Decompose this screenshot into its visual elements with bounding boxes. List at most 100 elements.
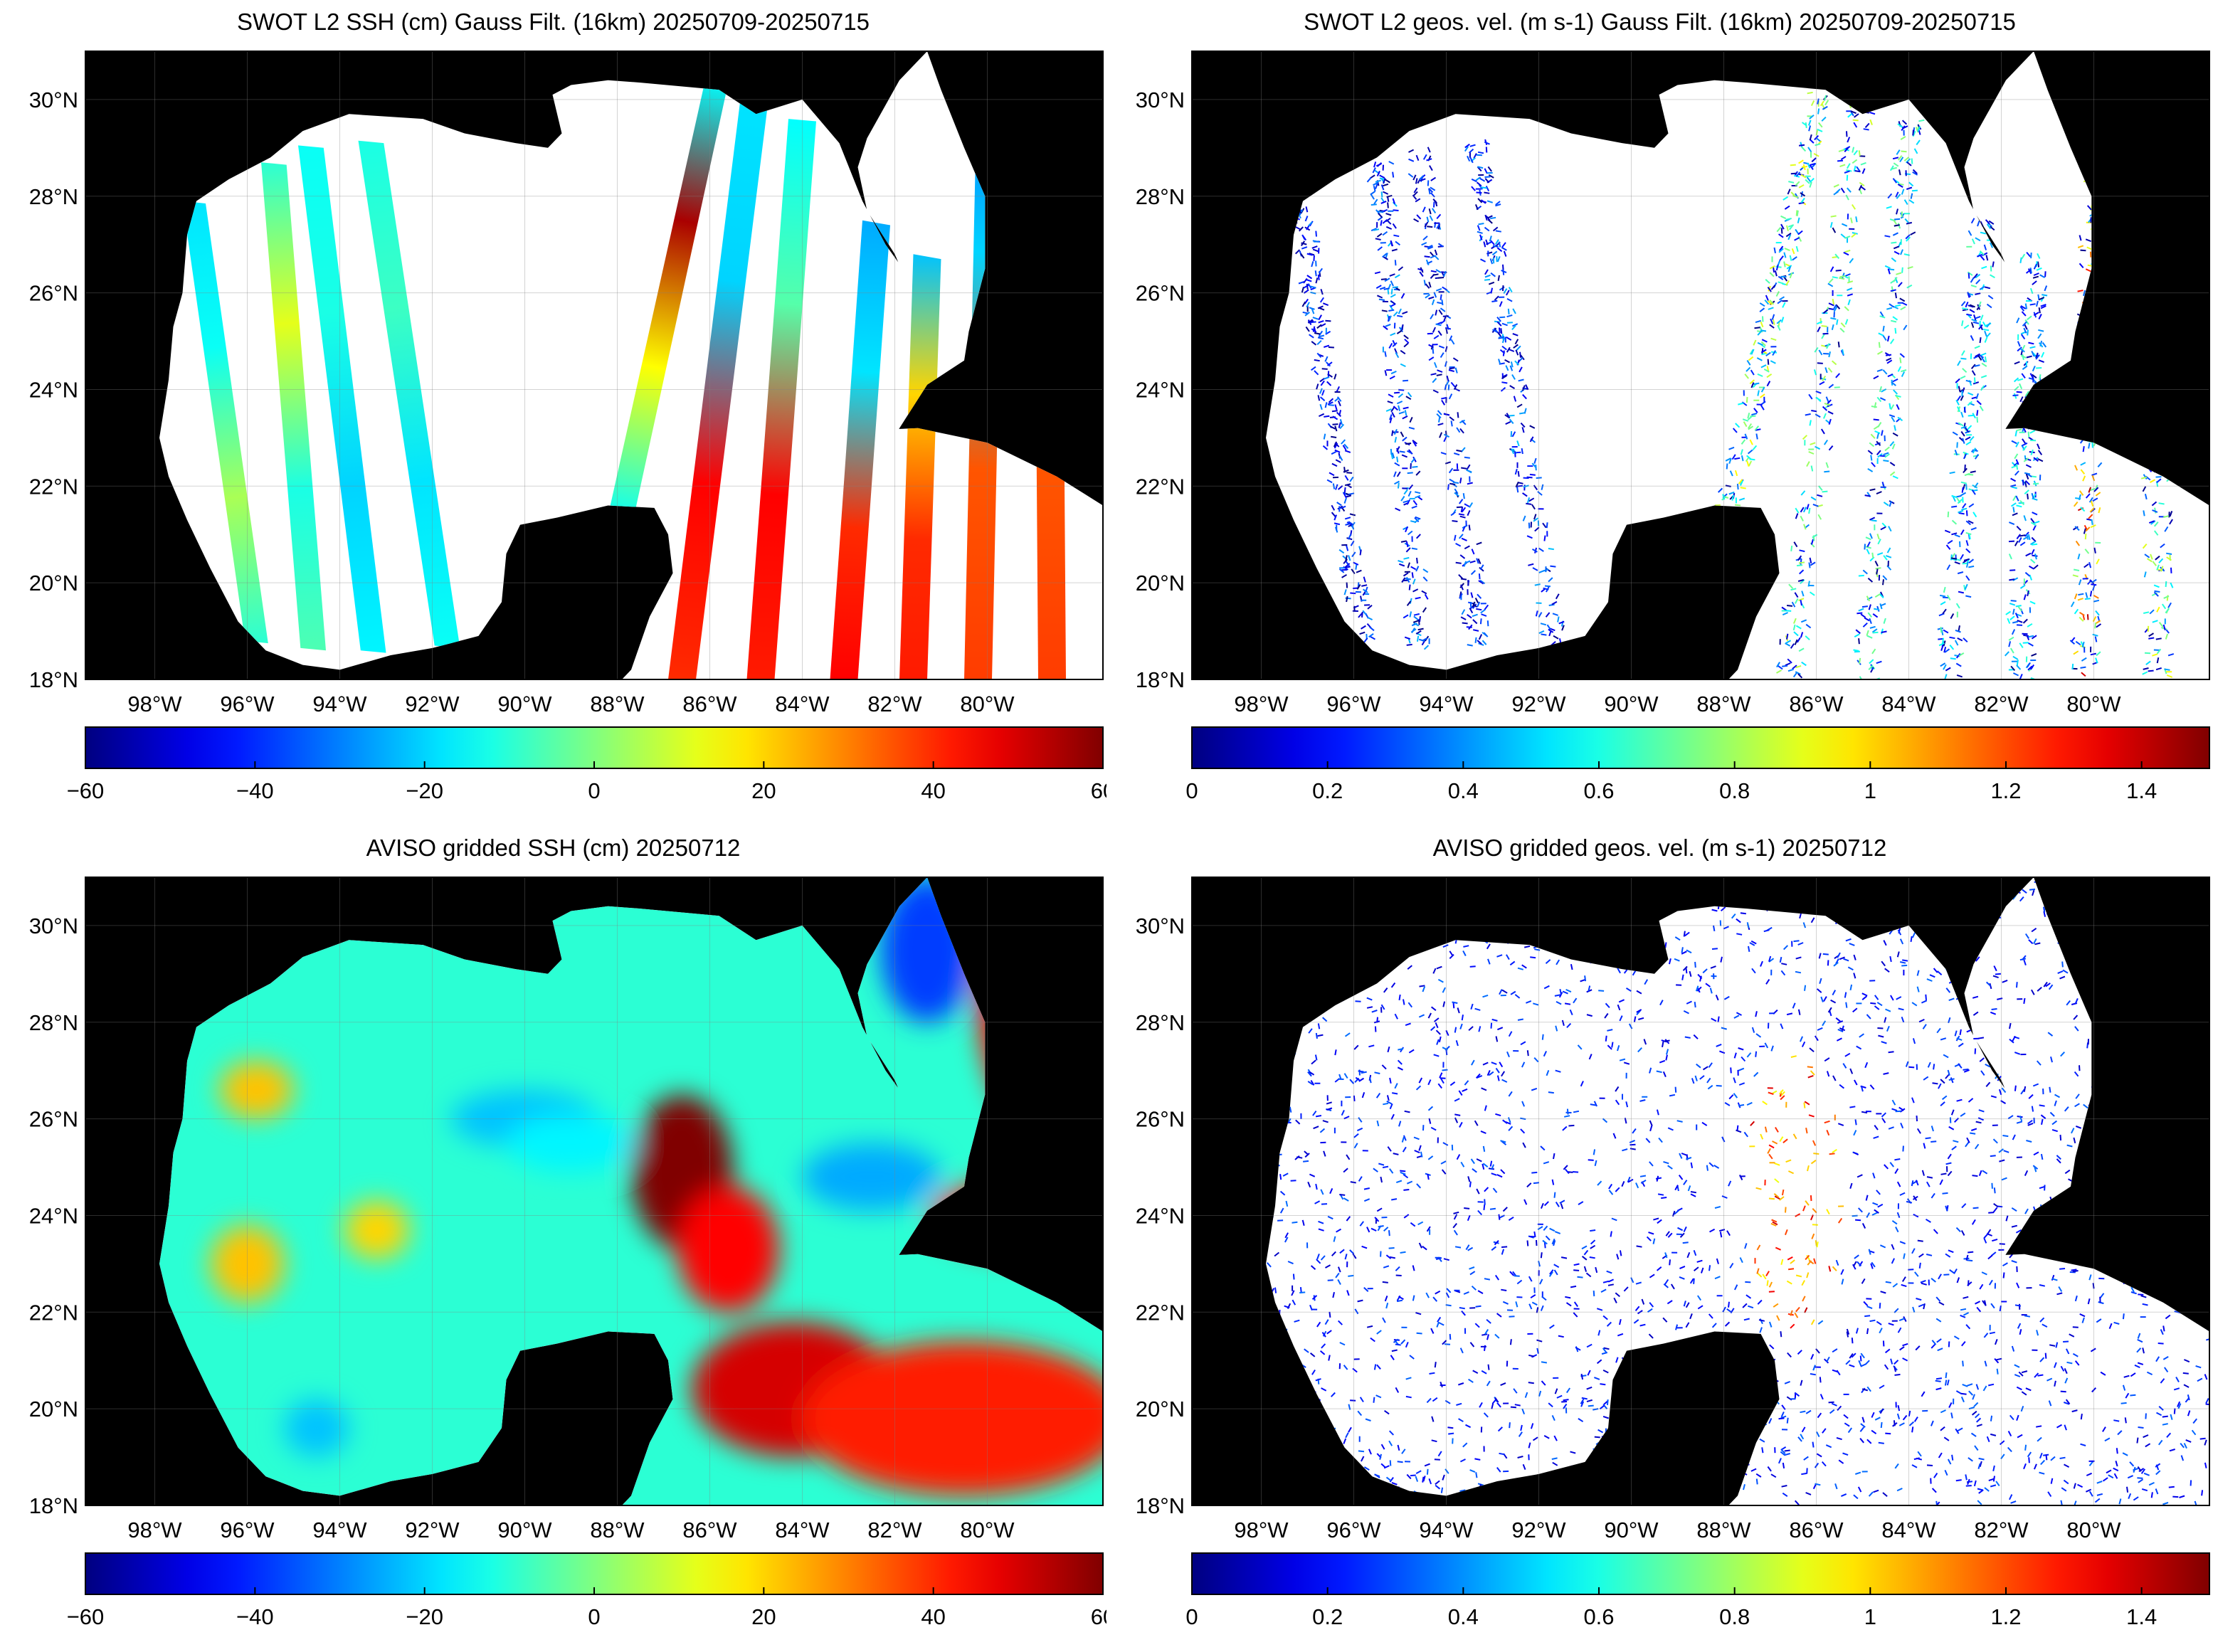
velocity-arrow xyxy=(1806,1254,1810,1261)
velocity-arrow xyxy=(1543,1242,1546,1249)
lon-tick-label: 92°W xyxy=(405,692,460,716)
velocity-arrow xyxy=(1384,1409,1390,1415)
velocity-arrow xyxy=(1588,1054,1593,1060)
velocity-arrow xyxy=(1844,235,1851,239)
velocity-arrow xyxy=(2025,552,2032,557)
velocity-arrow xyxy=(1381,309,1388,312)
velocity-arrow xyxy=(2155,667,2162,671)
velocity-arrow xyxy=(1324,376,1330,380)
velocity-arrow xyxy=(2148,520,2155,524)
velocity-arrow xyxy=(1486,215,1491,221)
velocity-arrow xyxy=(1445,1029,1449,1037)
velocity-arrow xyxy=(1388,343,1393,349)
velocity-arrow xyxy=(1892,378,1898,383)
velocity-arrow xyxy=(2091,475,2096,482)
velocity-arrow xyxy=(1435,309,1438,316)
velocity-arrow xyxy=(1782,664,1788,667)
velocity-arrow xyxy=(1407,490,1412,497)
velocity-arrow xyxy=(1908,181,1914,187)
velocity-arrow xyxy=(1770,318,1774,324)
velocity-arrow xyxy=(2027,1451,2032,1458)
velocity-arrow xyxy=(1728,1094,1734,1100)
velocity-arrow xyxy=(1437,330,1442,337)
velocity-arrow xyxy=(1894,1360,1899,1365)
velocity-arrow xyxy=(2024,324,2028,330)
velocity-arrow xyxy=(1383,178,1386,184)
velocity-arrow xyxy=(1954,450,1958,456)
velocity-arrow xyxy=(1390,370,1397,375)
velocity-arrow xyxy=(1426,158,1432,162)
velocity-arrow xyxy=(1428,208,1432,215)
velocity-arrow xyxy=(2130,1291,2137,1295)
velocity-arrow xyxy=(1461,1015,1464,1021)
velocity-arrow xyxy=(2019,541,2026,546)
velocity-arrow xyxy=(1866,1439,1872,1444)
velocity-arrow xyxy=(2080,507,2086,512)
velocity-arrow xyxy=(1398,411,1405,415)
velocity-arrow xyxy=(2142,1347,2145,1354)
velocity-arrow xyxy=(2145,1413,2147,1419)
velocity-arrow xyxy=(1400,1339,1406,1345)
velocity-arrow xyxy=(1343,443,1349,449)
velocity-arrow xyxy=(1828,351,1831,358)
velocity-arrow xyxy=(1968,1407,1975,1410)
velocity-arrow xyxy=(1773,247,1776,253)
velocity-arrow xyxy=(1835,1259,1839,1266)
velocity-arrow xyxy=(1778,281,1784,285)
velocity-arrow xyxy=(2009,1414,2014,1421)
velocity-arrow xyxy=(1945,988,1951,993)
velocity-arrow xyxy=(1639,1099,1646,1102)
velocity-arrow xyxy=(1469,601,1472,608)
swath xyxy=(610,80,729,508)
velocity-arrow xyxy=(1905,1061,1909,1067)
velocity-arrow xyxy=(1792,618,1797,624)
velocity-arrow xyxy=(1361,1456,1365,1462)
velocity-arrow xyxy=(1403,999,1405,1005)
velocity-arrow xyxy=(2086,246,2093,250)
velocity-arrow xyxy=(1965,1254,1969,1261)
velocity-arrow xyxy=(1780,1259,1784,1265)
velocity-arrow xyxy=(1955,629,1961,633)
velocity-arrow xyxy=(1306,275,1313,280)
velocity-arrow xyxy=(1892,219,1898,225)
velocity-arrow xyxy=(1891,443,1896,450)
velocity-arrow xyxy=(1985,255,1989,261)
velocity-arrow xyxy=(1667,1165,1673,1170)
velocity-arrow xyxy=(1856,1045,1862,1050)
velocity-arrow xyxy=(1817,108,1820,115)
velocity-arrow xyxy=(1521,385,1526,391)
velocity-arrow xyxy=(1528,522,1531,529)
velocity-arrow xyxy=(1974,364,1980,367)
velocity-arrow xyxy=(1792,256,1797,261)
velocity-arrow xyxy=(1745,396,1748,403)
velocity-arrow xyxy=(1316,383,1319,390)
velocity-arrow xyxy=(2115,1461,2118,1467)
velocity-arrow xyxy=(2073,650,2079,655)
velocity-arrow xyxy=(1769,300,1775,305)
velocity-arrow xyxy=(1388,393,1394,398)
velocity-arrow xyxy=(1893,277,1898,282)
velocity-arrow xyxy=(1966,313,1972,317)
velocity-arrow xyxy=(2092,633,2098,637)
velocity-arrow xyxy=(2019,1115,2023,1122)
velocity-arrow xyxy=(1976,400,1982,406)
swath xyxy=(746,119,816,679)
velocity-arrow xyxy=(1529,425,1536,429)
velocity-arrow xyxy=(1316,1259,1321,1264)
velocity-arrow xyxy=(1433,361,1437,369)
velocity-arrow xyxy=(2016,504,2022,508)
velocity-arrow xyxy=(2021,344,2026,351)
velocity-arrow xyxy=(2096,1493,2103,1496)
velocity-arrow xyxy=(2093,599,2100,603)
velocity-arrow xyxy=(1968,1457,1973,1462)
velocity-arrow xyxy=(1812,1208,1817,1214)
velocity-arrow xyxy=(1531,1301,1538,1306)
velocity-arrow xyxy=(1543,535,1546,541)
velocity-arrow xyxy=(1900,306,1906,311)
velocity-arrow xyxy=(1389,1103,1393,1110)
velocity-arrow xyxy=(2174,1311,2180,1313)
velocity-arrow xyxy=(2019,642,2024,648)
velocity-arrow xyxy=(1828,278,1834,284)
velocity-arrow xyxy=(2089,487,2096,492)
velocity-arrow xyxy=(1859,1438,1864,1444)
